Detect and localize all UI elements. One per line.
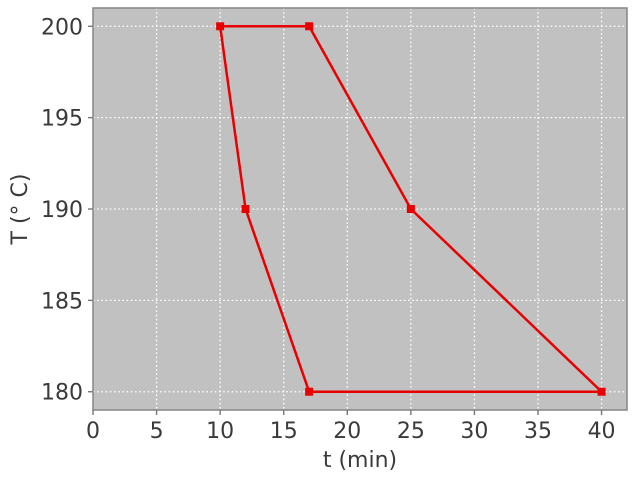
grid-lines	[92, 8, 627, 410]
data-point-12-190	[241, 205, 250, 213]
x-tick-label-40: 40	[588, 419, 616, 444]
x-tick-label-30: 30	[460, 419, 488, 444]
x-tick-label-20: 20	[333, 419, 361, 444]
y-tick-label-180: 180	[41, 381, 83, 406]
x-tick-label-5: 5	[150, 419, 164, 444]
data-point-25-190	[406, 205, 415, 213]
data-point-17-180	[305, 387, 314, 396]
y-tick-label-195: 195	[41, 107, 83, 132]
x-tick-label-15: 15	[270, 419, 298, 444]
y-tick-label-190: 190	[41, 198, 83, 223]
y-tick-label-200: 200	[41, 15, 83, 40]
y-tick-label-185: 185	[41, 289, 83, 314]
axis-tick-marks	[88, 25, 603, 415]
x-tick-label-25: 25	[397, 419, 425, 444]
data-point-10-200	[216, 22, 225, 31]
x-tick-label-35: 35	[524, 419, 552, 444]
y-axis-label: T (° C)	[8, 174, 33, 246]
x-tick-label-10: 10	[206, 419, 234, 444]
data-point-17-200	[305, 22, 314, 31]
x-axis-label: t (min)	[323, 448, 397, 473]
x-tick-label-0: 0	[86, 419, 100, 444]
data-series	[216, 22, 606, 396]
axis-tick-labels: 0 5 10 15 20 25 30 35 40 180 185 190 195 200	[41, 15, 616, 444]
data-point-40-180	[597, 387, 606, 396]
